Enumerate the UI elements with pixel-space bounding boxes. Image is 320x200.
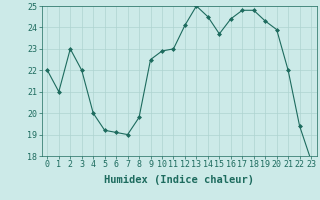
X-axis label: Humidex (Indice chaleur): Humidex (Indice chaleur) — [104, 175, 254, 185]
